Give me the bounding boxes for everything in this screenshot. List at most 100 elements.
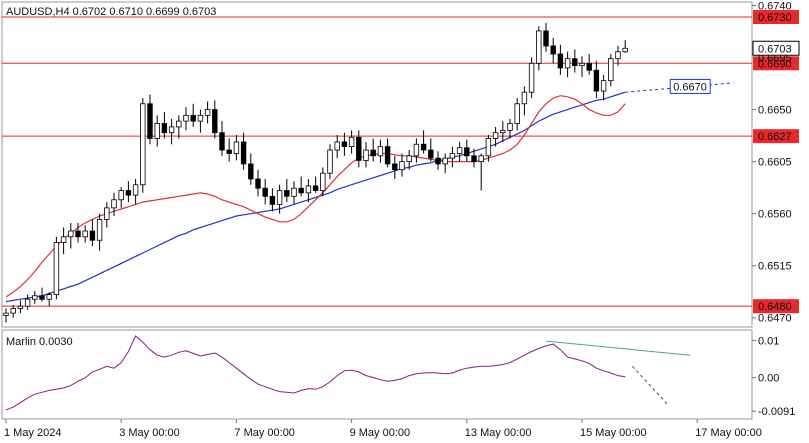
candle-body-50 bbox=[363, 149, 369, 161]
candle-body-38 bbox=[276, 190, 283, 205]
candle-body-37 bbox=[269, 195, 276, 205]
candle-48 bbox=[348, 130, 355, 154]
candle-20 bbox=[147, 94, 153, 145]
candle-34 bbox=[248, 153, 254, 185]
candle-26 bbox=[190, 103, 196, 127]
candle-body-0 bbox=[3, 312, 9, 316]
level-badge-3 bbox=[753, 299, 799, 314]
candle-8 bbox=[60, 227, 67, 255]
candle-76 bbox=[550, 37, 556, 64]
candle-body-54 bbox=[392, 163, 398, 171]
candle-body-9 bbox=[68, 230, 74, 238]
projection-group: 0.6670 bbox=[625, 78, 734, 94]
candle-body-27 bbox=[197, 114, 204, 122]
candle-body-19 bbox=[140, 103, 146, 186]
level-badge-label-2: 0.6627 bbox=[758, 131, 792, 143]
candle-body-82 bbox=[593, 69, 600, 92]
candle-18 bbox=[132, 178, 139, 205]
candle-body-68 bbox=[492, 132, 499, 139]
candle-3 bbox=[24, 294, 31, 310]
candle-69 bbox=[500, 121, 506, 142]
candle-body-40 bbox=[291, 187, 297, 197]
candle-body-57 bbox=[413, 143, 420, 157]
candle-67 bbox=[485, 135, 492, 162]
candle-body-72 bbox=[521, 91, 528, 105]
candle-64 bbox=[464, 139, 470, 162]
candle-body-10 bbox=[75, 230, 81, 238]
candle-14 bbox=[104, 202, 110, 228]
candle-2 bbox=[17, 300, 24, 314]
marlin-projection-line bbox=[632, 366, 669, 406]
chart-header: AUDUSD,H4 0.6702 0.6710 0.6699 0.6703 bbox=[6, 6, 216, 18]
x-axis-group: 1 May 2024 3 May 00:00 7 May 00:00 9 May 00… bbox=[4, 419, 762, 439]
candle-body-63 bbox=[456, 147, 463, 154]
indicator-label: Marlin 0.0030 bbox=[6, 336, 73, 348]
candle-72 bbox=[521, 86, 528, 116]
candle-50 bbox=[363, 141, 369, 168]
projection-label: 0.6670 bbox=[673, 81, 707, 93]
level-badge-1 bbox=[753, 56, 799, 71]
candle-body-24 bbox=[176, 120, 182, 128]
candle-body-86 bbox=[622, 47, 628, 53]
indicator-group: 0.01 0.00 -0.0091 bbox=[5, 335, 795, 418]
candle-33 bbox=[240, 132, 247, 170]
candle-45 bbox=[327, 144, 333, 179]
candle-44 bbox=[320, 167, 326, 197]
candle-46 bbox=[334, 135, 340, 159]
candle-body-70 bbox=[507, 123, 513, 131]
candle-body-85 bbox=[615, 51, 621, 60]
y-tick-label-6: 0.6470 bbox=[758, 313, 792, 325]
candle-body-55 bbox=[399, 161, 405, 171]
candle-15 bbox=[111, 192, 117, 216]
candle-35 bbox=[255, 169, 261, 197]
candle-body-26 bbox=[190, 114, 196, 122]
candle-body-56 bbox=[406, 155, 412, 163]
candles-group bbox=[3, 22, 628, 323]
candle-82 bbox=[593, 60, 600, 98]
x-tick-label-4: 13 May 00:00 bbox=[465, 427, 532, 439]
candle-body-74 bbox=[536, 30, 542, 64]
candle-body-61 bbox=[442, 157, 448, 165]
candle-body-25 bbox=[183, 114, 189, 122]
candle-body-28 bbox=[204, 109, 211, 116]
candle-39 bbox=[284, 178, 290, 203]
candle-58 bbox=[420, 130, 427, 154]
candle-24 bbox=[176, 115, 182, 139]
candle-body-60 bbox=[435, 157, 441, 165]
level-badge-label-3: 0.6480 bbox=[758, 301, 792, 313]
candle-32 bbox=[233, 135, 240, 161]
candle-body-14 bbox=[104, 207, 110, 220]
candle-body-35 bbox=[255, 178, 261, 189]
indicator-panel-frame bbox=[1, 329, 753, 420]
candle-81 bbox=[586, 54, 592, 75]
candle-body-66 bbox=[478, 155, 484, 163]
candle-body-43 bbox=[312, 185, 319, 191]
candle-49 bbox=[356, 130, 362, 168]
candle-40 bbox=[291, 181, 297, 205]
candle-11 bbox=[82, 225, 88, 243]
candle-74 bbox=[536, 26, 542, 71]
candle-body-73 bbox=[528, 62, 535, 93]
candle-31 bbox=[226, 138, 232, 162]
y-tick-label-2: 0.6650 bbox=[758, 105, 792, 117]
ind-y-tick-label-2: -0.0091 bbox=[758, 406, 795, 418]
candle-36 bbox=[262, 178, 268, 205]
x-tick-label-5: 15 May 00:00 bbox=[580, 427, 647, 439]
candle-86 bbox=[622, 40, 628, 53]
candle-60 bbox=[435, 151, 441, 170]
candle-21 bbox=[154, 115, 160, 147]
ind-y-tick-label-1: 0.00 bbox=[758, 372, 779, 384]
candle-body-8 bbox=[60, 236, 67, 243]
level-badge-0 bbox=[753, 10, 799, 25]
candle-70 bbox=[507, 118, 513, 139]
candle-63 bbox=[456, 141, 463, 162]
candle-65 bbox=[471, 148, 477, 168]
main-panel-frame bbox=[1, 1, 753, 328]
candle-body-20 bbox=[147, 103, 153, 139]
candle-body-22 bbox=[161, 123, 168, 134]
candle-57 bbox=[413, 138, 420, 163]
candle-29 bbox=[212, 100, 218, 139]
candle-body-41 bbox=[298, 187, 304, 194]
candle-16 bbox=[118, 187, 124, 208]
